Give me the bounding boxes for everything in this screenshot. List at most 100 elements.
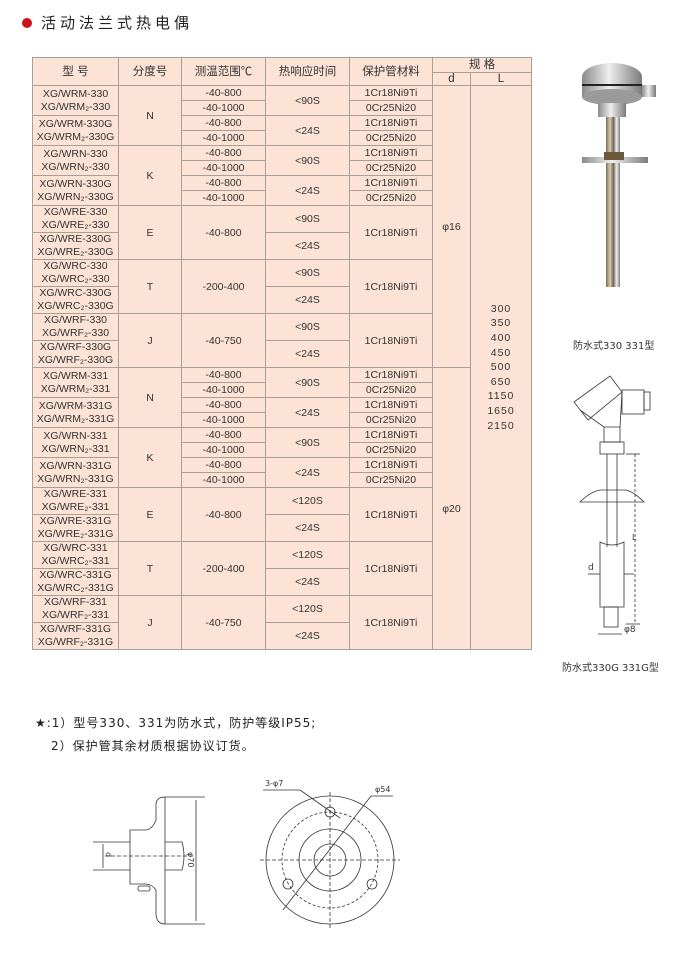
- model-cell: XG/WRM-331 XG/WRM₂-331: [32, 367, 119, 398]
- model-name: XG/WRM₂-330G: [36, 130, 115, 143]
- range-cell: -40-1000: [181, 442, 266, 458]
- response-time-cell: <90S: [265, 313, 350, 341]
- drawing-caption: 防水式330G 331G型: [562, 663, 659, 674]
- model-name: XG/WRF₂-330G: [37, 354, 114, 366]
- material-cell: 0Cr25Ni20: [349, 442, 433, 458]
- header-model: 型 号: [32, 57, 119, 86]
- diameter-cell: φ16: [432, 85, 471, 368]
- length-value: 650: [490, 375, 512, 388]
- response-time-cell: <24S: [265, 175, 350, 206]
- model-cell: XG/WRE-330G XG/WRE₂-330G: [32, 232, 119, 260]
- header-grade: 分度号: [118, 57, 182, 86]
- model-cell: XG/WRN-331 XG/WRN₂-331: [32, 427, 119, 458]
- model-name: XG/WRM₂-331: [40, 382, 111, 395]
- range-cell: -40-1000: [181, 412, 266, 428]
- note-2: 2）保护管其余材质根据协议订货。: [51, 739, 255, 753]
- range-cell: -40-800: [181, 427, 266, 443]
- material-cell: 1Cr18Ni9Ti: [349, 175, 433, 191]
- model-name: XG/WRF₂-330: [41, 327, 110, 339]
- flange-side-view: φ70 d: [93, 796, 205, 925]
- model-name: XG/WRN-331: [43, 429, 108, 442]
- length-value: 450: [490, 346, 512, 359]
- material-cell: 1Cr18Ni9Ti: [349, 595, 433, 650]
- model-name: XG/WRE-330G: [39, 233, 112, 245]
- table-row: XG/WRM-330 XG/WRM₂-330 N -40-800 <90S 1Cr18Ni…: [32, 85, 533, 650]
- model-cell: XG/WRE-330 XG/WRE₂-330: [32, 205, 119, 233]
- table-row: XG/WRM-330G XG/WRM₂-330G -40-800 <24S 1Cr18N…: [32, 115, 532, 146]
- material-cell: 1Cr18Ni9Ti: [349, 115, 433, 131]
- model-name: XG/WRE-331: [43, 488, 108, 500]
- photo-caption: 防水式330 331型: [573, 341, 655, 352]
- spec-table: 型 号 分度号 测温范围℃ 热响应时间 保护管材料 规 格 d L XG/WRM…: [32, 57, 533, 650]
- table-row: -40-1000 0Cr25Ni20: [33, 382, 532, 398]
- length-value: 350: [490, 317, 512, 330]
- range-cell: -40-1000: [181, 100, 266, 116]
- model-cell: XG/WRC-331 XG/WRC₂-331: [32, 541, 119, 569]
- header-d: d: [432, 72, 471, 86]
- model-name: XG/WRF-330G: [39, 341, 112, 353]
- flange-front-view: 3-φ7 φ54: [260, 779, 400, 930]
- response-time-cell: <120S: [265, 541, 350, 569]
- grade-cell: N: [118, 367, 182, 428]
- length-list: 300 350 400 450 500 650 1150 1650 2150: [471, 302, 531, 433]
- model-cell: XG/WRE-331 XG/WRE₂-331: [32, 487, 119, 515]
- material-cell: 0Cr25Ni20: [349, 100, 433, 116]
- model-name: XG/WRM₂-331G: [36, 412, 115, 425]
- table-row: XG/WRN-331G XG/WRN₂-331G -40-800 <24S 1Cr18N…: [32, 457, 532, 488]
- model-name: XG/WRE₂-330G: [37, 246, 114, 258]
- model-name: XG/WRM₂-330: [40, 100, 111, 113]
- response-time-cell: <24S: [265, 457, 350, 488]
- model-name: XG/WRN₂-330: [41, 160, 110, 173]
- table-row: XG/WRM-331 XG/WRM₂-331 N -40-800 <90S 1Cr18Ni…: [32, 367, 532, 650]
- model-name: XG/WRM-331G: [38, 399, 113, 412]
- range-cell: -40-800: [181, 175, 266, 191]
- model-name: XG/WRF-331G: [39, 623, 112, 635]
- response-time-cell: <90S: [265, 427, 350, 458]
- model-name: XG/WRC-330G: [39, 287, 112, 299]
- side-d-label: d: [104, 852, 113, 857]
- model-name: XG/WRN₂-331G: [37, 472, 114, 485]
- range-cell: -40-1000: [181, 190, 266, 206]
- response-time-cell: <90S: [265, 367, 350, 398]
- model-name: XG/WRC-331: [43, 542, 108, 554]
- model-cell: XG/WRC-330G XG/WRC₂-330G: [32, 286, 119, 314]
- length-value: 500: [490, 361, 512, 374]
- material-cell: 1Cr18Ni9Ti: [349, 205, 433, 260]
- model-name: XG/WRN-331G: [39, 459, 112, 472]
- material-cell: 0Cr25Ni20: [349, 130, 433, 146]
- length-value: 1150: [487, 390, 515, 403]
- length-value: 300: [490, 302, 512, 315]
- model-name: XG/WRM-331: [42, 369, 109, 382]
- model-cell: XG/WRN-330G XG/WRN₂-330G: [32, 175, 119, 206]
- header-response-time: 热响应时间: [265, 57, 350, 86]
- grade-cell: E: [118, 487, 182, 542]
- model-name: XG/WRN-330: [43, 147, 108, 160]
- model-name: XG/WRE₂-330: [41, 219, 110, 231]
- response-time-cell: <24S: [265, 397, 350, 428]
- header-L: L: [469, 72, 533, 86]
- model-name: XG/WRE-331G: [39, 515, 112, 527]
- model-name: XG/WRE-330: [43, 206, 108, 218]
- range-cell: -40-800: [181, 487, 266, 542]
- length-value: 2150: [487, 419, 515, 432]
- model-name: XG/WRE₂-331: [41, 501, 110, 513]
- note-1: ★:1）型号330、331为防水式，防护等级IP55;: [35, 716, 317, 730]
- model-name: XG/WRC₂-330: [41, 273, 110, 285]
- response-time-cell: <24S: [265, 568, 350, 596]
- length-value: 1650: [487, 404, 515, 417]
- drawing-label-tip: φ8: [624, 625, 636, 635]
- thermocouple-drawing: L d φ8: [573, 375, 651, 635]
- response-time-cell: <120S: [265, 487, 350, 515]
- spec-table-body: XG/WRM-330 XG/WRM₂-330 N -40-800 <90S 1Cr18Ni…: [32, 85, 533, 650]
- response-time-cell: <24S: [265, 286, 350, 314]
- section-title-text: 活动法兰式热电偶: [41, 14, 194, 32]
- pcd-label: φ54: [375, 785, 390, 794]
- model-name: XG/WRC-330: [43, 260, 108, 272]
- material-cell: 1Cr18Ni9Ti: [349, 259, 433, 314]
- grade-cell: J: [118, 595, 182, 650]
- model-name: XG/WRF₂-331: [41, 609, 110, 621]
- model-name: XG/WRF₂-331G: [37, 636, 114, 648]
- response-time-cell: <90S: [265, 85, 350, 116]
- grade-cell: K: [118, 427, 182, 488]
- header-material: 保护管材料: [349, 57, 433, 86]
